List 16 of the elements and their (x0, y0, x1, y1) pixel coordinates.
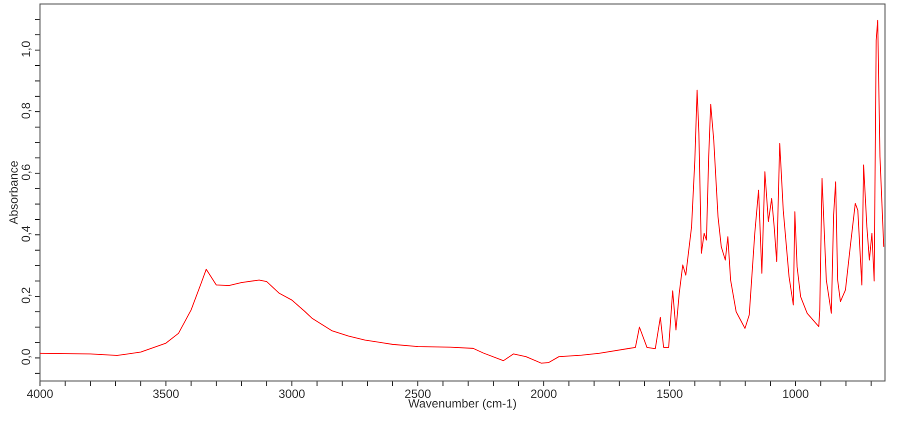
x-tick-label: 1000 (783, 390, 808, 398)
x-axis-title: Wavenumber (cm-1) (408, 398, 516, 410)
y-axis-title: Absorbance (8, 161, 18, 224)
y-tick-label: 0,0 (22, 349, 32, 365)
y-tick-label: 1,0 (22, 41, 32, 57)
y-tick-label: 0,4 (22, 226, 32, 242)
x-tick-label: 3000 (279, 390, 305, 398)
x-tick-label: 2500 (405, 390, 431, 398)
x-tick-label: 2000 (531, 390, 557, 398)
y-tick-label: 0,2 (22, 288, 32, 304)
x-tick-label: 4000 (26, 390, 53, 398)
line-series (40, 20, 884, 364)
y-tick-label: 0,8 (22, 102, 32, 119)
x-tick-label: 3500 (153, 390, 179, 398)
x-tick-label: 1500 (657, 390, 682, 398)
y-tick-label: 0,6 (22, 164, 32, 180)
